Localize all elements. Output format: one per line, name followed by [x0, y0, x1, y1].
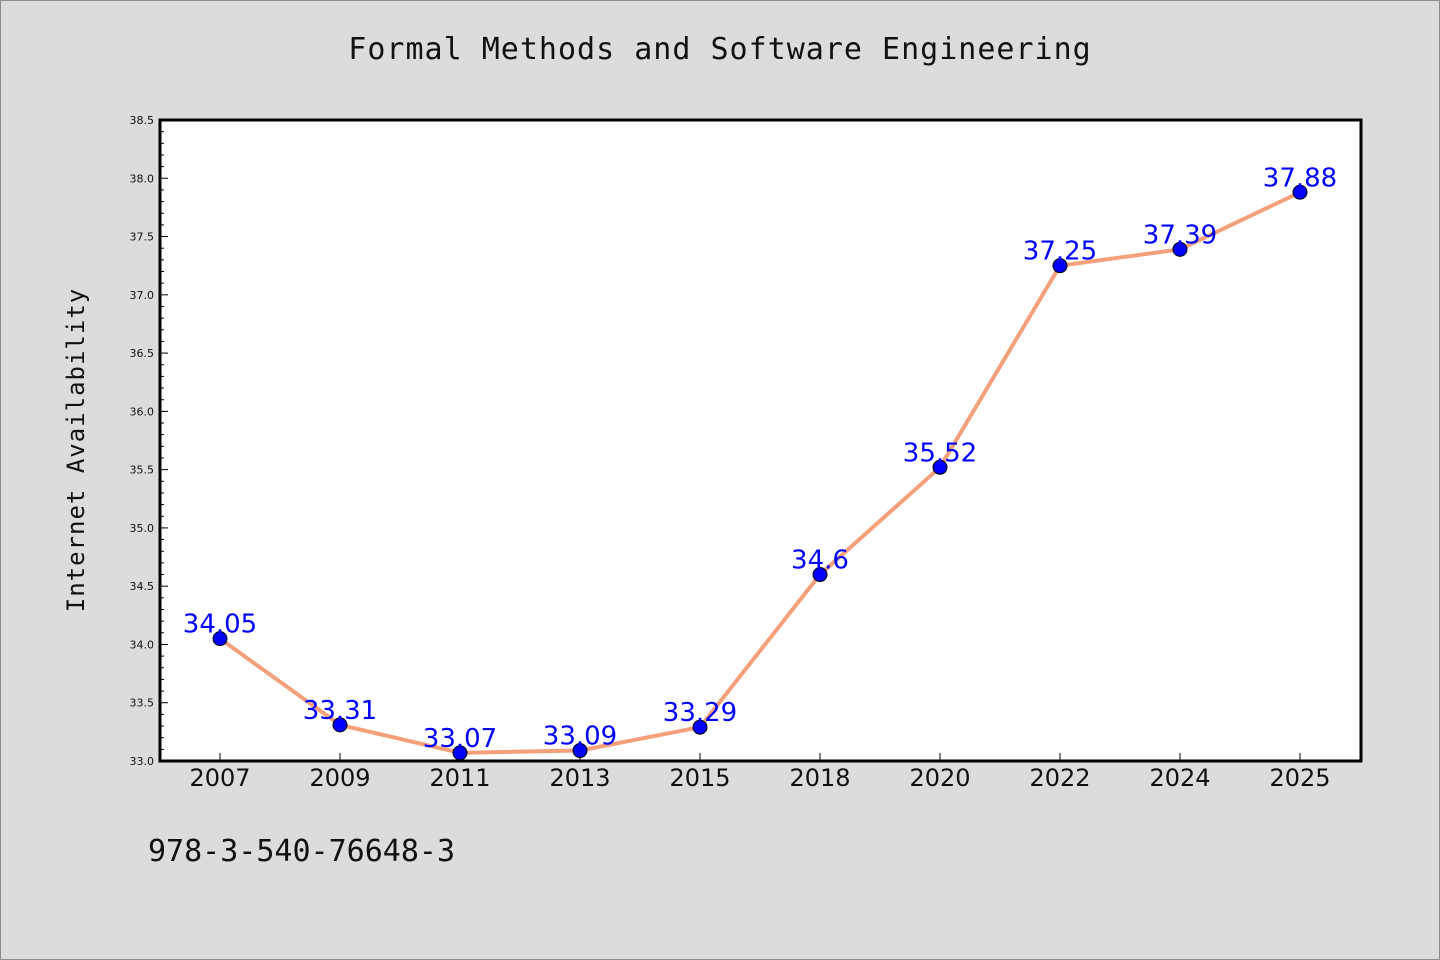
- plot-frame: [158, 118, 1363, 763]
- data-label: 33.07: [423, 724, 497, 754]
- x-tick-label: 2007: [189, 764, 250, 792]
- series-points: [212, 184, 1308, 761]
- data-label: 34.05: [183, 610, 257, 640]
- data-labels: 34.05 33.31 33.07 33.09 33.29 34.6 35.52 37.25 3…: [183, 163, 1337, 754]
- data-label: 33.29: [663, 698, 737, 728]
- y-axis: 33.0 33.5 34.0 34.5 35.0 35.5 36.0 36.5 37.0 37.5…: [130, 114, 168, 768]
- data-point: [812, 567, 828, 583]
- x-tick-label: 2011: [429, 764, 490, 792]
- series-polyline: [218, 190, 1302, 755]
- y-tick-label: 35.5: [130, 464, 155, 477]
- x-tick-label: 2009: [309, 764, 370, 792]
- data-point: [1172, 241, 1188, 257]
- data-point: [1292, 184, 1308, 200]
- x-tick-label: 2022: [1029, 764, 1090, 792]
- y-tick-label: 37.5: [130, 231, 155, 244]
- y-tick-label: 33.0: [130, 755, 155, 768]
- y-tick-label: 35.0: [130, 522, 155, 535]
- data-point: [572, 743, 588, 759]
- y-tick-label: 36.0: [130, 405, 155, 418]
- x-tick-label: 2018: [789, 764, 850, 792]
- x-axis: 2007 2009 2011 2013 2015 2018 2020 2022 2024 2025: [189, 753, 1331, 792]
- y-tick-label: 37.0: [130, 289, 155, 302]
- y-tick-label: 34.0: [130, 638, 155, 651]
- data-point: [932, 459, 948, 475]
- data-label: 37.39: [1143, 220, 1217, 250]
- series-line: [218, 190, 1302, 755]
- data-label: 34.6: [791, 546, 849, 576]
- plot-area: [158, 118, 1363, 763]
- data-label: 33.31: [303, 696, 377, 726]
- y-tick-label: 34.5: [130, 580, 155, 593]
- y-tick-label: 38.5: [130, 114, 155, 127]
- isbn-text: 978-3-540-76648-3: [148, 834, 456, 869]
- x-tick-label: 2024: [1149, 764, 1210, 792]
- data-point: [452, 745, 468, 761]
- x-tick-label: 2020: [909, 764, 970, 792]
- x-tick-label: 2025: [1269, 764, 1330, 792]
- data-point: [692, 719, 708, 735]
- y-tick-label: 36.5: [130, 347, 155, 360]
- y-tick-label: 38.0: [130, 172, 155, 185]
- x-tick-label: 2015: [669, 764, 730, 792]
- data-point: [1052, 258, 1068, 274]
- data-label: 35.52: [903, 438, 977, 468]
- data-label: 37.25: [1023, 237, 1097, 267]
- data-label: 33.09: [543, 722, 617, 752]
- y-tick-label: 33.5: [130, 697, 155, 710]
- x-tick-label: 2013: [549, 764, 610, 792]
- data-point: [212, 631, 228, 647]
- chart-title: Formal Methods and Software Engineering: [348, 32, 1092, 67]
- data-label: 37.88: [1263, 163, 1337, 193]
- data-point: [332, 717, 348, 733]
